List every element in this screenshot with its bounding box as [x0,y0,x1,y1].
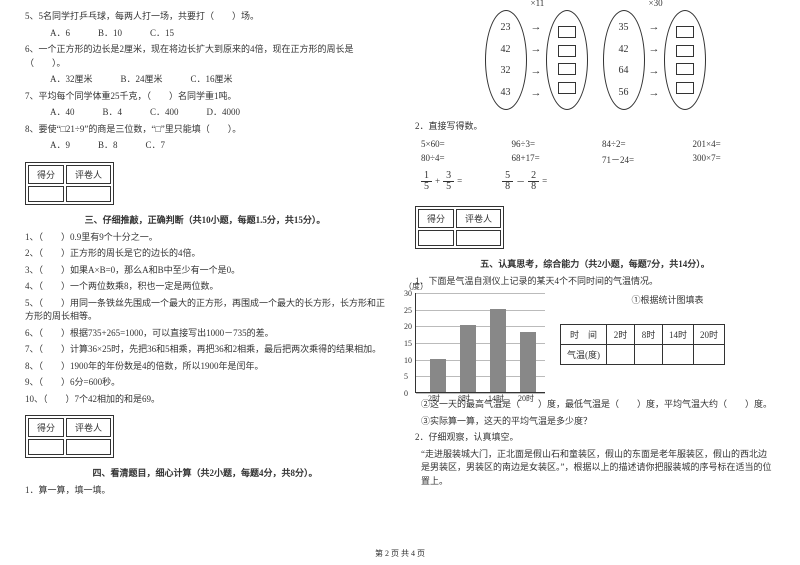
score-box-5: 得分评卷人 [415,206,504,249]
oval-mapping-diagram: 23 42 32 43 ×11 →→→→ 35 42 64 [415,10,775,110]
judge-3: 3、（ ）如果A×B=0，那么A和B中至少有一个是0。 [25,264,385,278]
q4-2: 2．直接写得数。 [415,120,775,134]
judge-2: 2、（ ）正方形的周长是它的边长的4倍。 [25,247,385,261]
q5-2-text: “走进服装城大门，正北面是假山石和童装区，假山的东面是老年服装区，假山的西北边是… [415,448,775,489]
oval-right-source: 35 42 64 56 [603,10,645,110]
judge-9: 9、（ ）6分=600秒。 [25,376,385,390]
section-4-title: 四、看清题目，细心计算（共2小题，每题4分，共8分）。 [25,466,385,479]
q6-options: A．32厘米B．24厘米C．16厘米 [25,73,385,87]
arrows-right: ×30 →→→→ [649,10,660,110]
arrows-left: ×11 →→→→ [531,10,542,110]
oval-left-source: 23 42 32 43 [485,10,527,110]
fraction-row: 15 + 35 = 58 － 28 = [415,171,775,192]
temperature-table: 时 间2时8时14时20时 气温(度) [560,324,725,365]
judge-5: 5、（ ）用同一条铁丝先围成一个最大的正方形，再围成一个最大的长方形，长方形和正… [25,297,385,324]
section-5-title: 五、认真思考，综合能力（共2小题，每题7分，共14分）。 [415,257,775,270]
section-3-title: 三、仔细推敲，正确判断（共10小题，每题1.5分，共15分）。 [25,213,385,226]
q5-text: 5、5名同学打乒乓球，每两人打一场，共要打（ ）场。 [25,10,385,24]
judge-6: 6、（ ）根据735+265=1000，可以直接写出1000－735的差。 [25,327,385,341]
q5-1-text: 1．下面是气温自测仪上记录的某天4个不同时间的气温情况。 [415,275,775,289]
q8-options: A．9B．8C．7 [25,139,385,153]
judge-8: 8、（ ）1900年的年份数是4的倍数，所以1900年是闰年。 [25,360,385,374]
note-3: ③实际算一算，这天的平均气温是多少度？ [415,415,775,429]
score-box-4: 得分评卷人 [25,415,114,458]
judge-7: 7、（ ）计算36×25时，先把36和5相乘，再把36和2相乘，最后把两次乘得的… [25,343,385,357]
judge-10: 10、（ ）7个42相加的和是69。 [25,393,385,407]
q4-1: 1．算一算，填一填。 [25,484,385,498]
score-box-3: 得分评卷人 [25,162,114,205]
q5-2: 2．仔细观察，认真填空。 [415,431,775,445]
chart-title: ①根据统计图填表 [560,293,775,306]
oval-right-target [664,10,706,110]
page-footer: 第 2 页 共 4 页 [0,548,800,559]
q5-options: A．6B．10C．15 [25,27,385,41]
mental-calc-grid: 5×60=96÷3=84÷2=201×4= 80÷4=68+17=71－24=3… [415,139,775,166]
q6-text: 6、一个正方形的边长是2厘米，现在将边长扩大到原来的4倍，现在正方形的周长是（ … [25,43,385,70]
q8-text: 8、要使“□21÷9”的商是三位数，“□”里只能填（ ）。 [25,123,385,137]
q7-options: A．40B．4C．400D．4000 [25,106,385,120]
judge-4: 4、（ ）一个两位数乘8，积也一定是两位数。 [25,280,385,294]
judge-1: 1、（ ）0.9里有9个十分之一。 [25,231,385,245]
temperature-chart: （度）0510152025302时8时14时20时 [415,293,545,393]
q7-text: 7、平均每个同学体重25千克，（ ）名同学重1吨。 [25,90,385,104]
oval-left-target [546,10,588,110]
